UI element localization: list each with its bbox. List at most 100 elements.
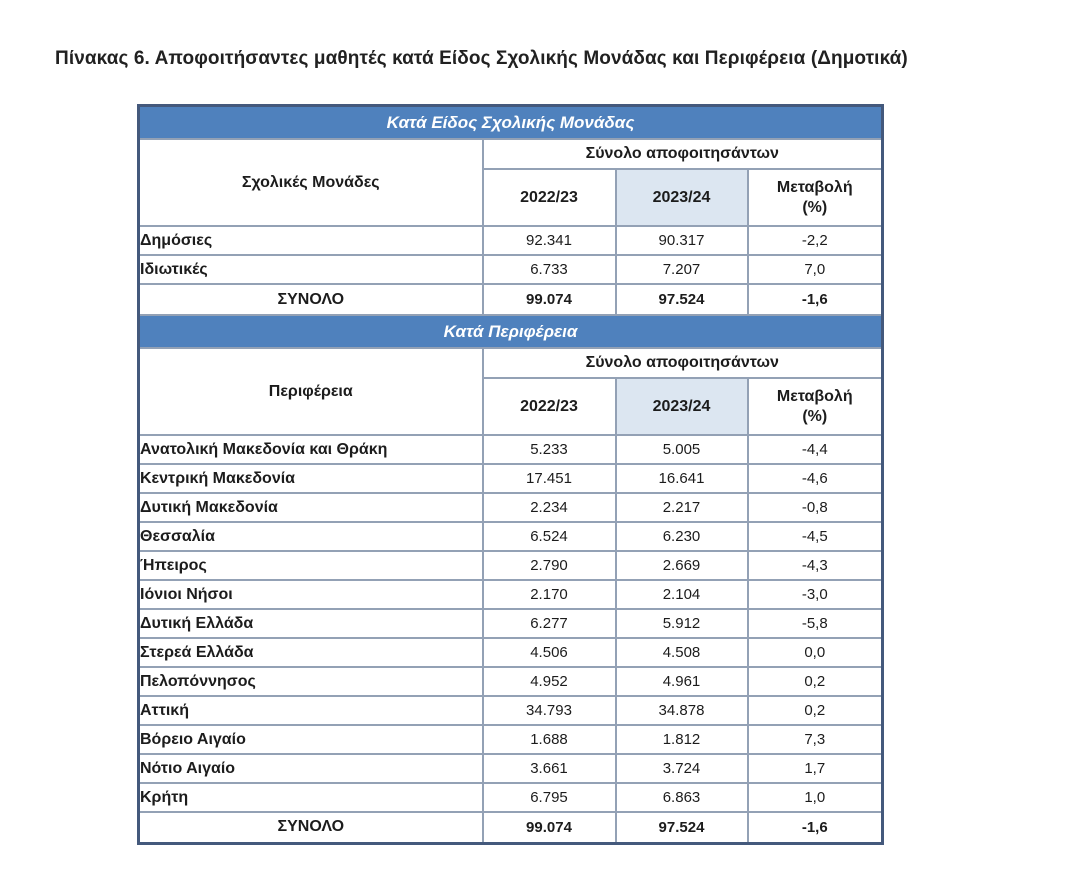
change-value: 7,0 (746, 254, 884, 285)
value-2022-23: 2.170 (481, 579, 617, 610)
section-a-year1-header: 2022/23 (481, 168, 617, 227)
table-row-region: Θεσσαλία 6.524 6.230 -4,5 (137, 521, 884, 552)
graduates-table-wrapper: Κατά Είδος Σχολικής Μονάδας Σχολικές Μον… (137, 104, 885, 845)
value-2022-23: 4.952 (481, 666, 617, 697)
section-a-group-header: Σύνολο αποφοιτησάντων (481, 138, 884, 170)
value-2022-23: 5.233 (481, 434, 617, 465)
change-value: 7,3 (746, 724, 884, 755)
change-header-line2: (%) (802, 407, 828, 425)
section-b-banner-row: Κατά Περιφέρεια (137, 314, 884, 349)
change-value: -4,6 (746, 463, 884, 494)
row-label: Αττική (137, 695, 484, 726)
table-row-region: Στερεά Ελλάδα 4.506 4.508 0,0 (137, 637, 884, 668)
row-label: Ιόνιοι Νήσοι (137, 579, 484, 610)
value-2022-23: 2.234 (481, 492, 617, 523)
section-a-group-header-row: Σχολικές Μονάδες Σύνολο αποφοιτησάντων (137, 138, 884, 227)
section-b-banner: Κατά Περιφέρεια (137, 314, 884, 349)
value-2023-24: 2.217 (614, 492, 749, 523)
table-row-region: Πελοπόννησος 4.952 4.961 0,2 (137, 666, 884, 697)
table-row-region: Δυτική Μακεδονία 2.234 2.217 -0,8 (137, 492, 884, 523)
table-row-region: Ιόνιοι Νήσοι 2.170 2.104 -3,0 (137, 579, 884, 610)
value-2022-23: 6.524 (481, 521, 617, 552)
value-2022-23: 92.341 (481, 225, 617, 256)
total-value-2023-24: 97.524 (614, 283, 749, 316)
value-2023-24: 6.230 (614, 521, 749, 552)
row-label: Δυτική Μακεδονία (137, 492, 484, 523)
table-title: Πίνακας 6. Αποφοιτήσαντες μαθητές κατά Ε… (55, 48, 908, 69)
value-2023-24: 5.912 (614, 608, 749, 639)
value-2022-23: 6.795 (481, 782, 617, 813)
table-row-region: Αττική 34.793 34.878 0,2 (137, 695, 884, 726)
value-2022-23: 6.277 (481, 608, 617, 639)
value-2022-23: 34.793 (481, 695, 617, 726)
value-2022-23: 6.733 (481, 254, 617, 285)
change-value: -4,4 (746, 434, 884, 465)
total-label: ΣΥΝΟΛΟ (137, 283, 484, 316)
row-label: Στερεά Ελλάδα (137, 637, 484, 668)
change-value: 1,0 (746, 782, 884, 813)
row-label: Κεντρική Μακεδονία (137, 463, 484, 494)
value-2023-24: 16.641 (614, 463, 749, 494)
change-value: 0,2 (746, 695, 884, 726)
section-b-year2-header: 2023/24 (614, 377, 749, 436)
row-label: Δυτική Ελλάδα (137, 608, 484, 639)
total-change-value: -1,6 (746, 811, 884, 844)
row-label: Ανατολική Μακεδονία και Θράκη (137, 434, 484, 465)
change-header-line2: (%) (802, 198, 828, 216)
table-row-region: Βόρειο Αιγαίο 1.688 1.812 7,3 (137, 724, 884, 755)
section-b-label-header: Περιφέρεια (137, 347, 484, 436)
section-a-banner: Κατά Είδος Σχολικής Μονάδας (137, 104, 884, 140)
value-2022-23: 1.688 (481, 724, 617, 755)
table-row-private: Ιδιωτικές 6.733 7.207 7,0 (137, 254, 884, 285)
table-row-region: Κεντρική Μακεδονία 17.451 16.641 -4,6 (137, 463, 884, 494)
value-2022-23: 2.790 (481, 550, 617, 581)
row-label: Νότιο Αιγαίο (137, 753, 484, 784)
value-2022-23: 17.451 (481, 463, 617, 494)
value-2023-24: 34.878 (614, 695, 749, 726)
value-2023-24: 7.207 (614, 254, 749, 285)
row-label: Πελοπόννησος (137, 666, 484, 697)
value-2023-24: 3.724 (614, 753, 749, 784)
change-value: 1,7 (746, 753, 884, 784)
graduates-table: Κατά Είδος Σχολικής Μονάδας Σχολικές Μον… (137, 104, 885, 845)
change-value: 0,2 (746, 666, 884, 697)
value-2023-24: 5.005 (614, 434, 749, 465)
change-value: -4,3 (746, 550, 884, 581)
change-header-line1: Μεταβολή (776, 179, 853, 197)
value-2023-24: 4.961 (614, 666, 749, 697)
section-b-year1-header: 2022/23 (481, 377, 617, 436)
section-b-change-header: Μεταβολή (%) (746, 377, 884, 436)
total-change-value: -1,6 (746, 283, 884, 316)
table-row-region: Ήπειρος 2.790 2.669 -4,3 (137, 550, 884, 581)
total-value-2023-24: 97.524 (614, 811, 749, 844)
section-b-group-header: Σύνολο αποφοιτησάντων (481, 347, 884, 379)
table-row-region: Ανατολική Μακεδονία και Θράκη 5.233 5.00… (137, 434, 884, 465)
row-label: Βόρειο Αιγαίο (137, 724, 484, 755)
value-2023-24: 1.812 (614, 724, 749, 755)
section-a-year2-header: 2023/24 (614, 168, 749, 227)
value-2023-24: 4.508 (614, 637, 749, 668)
table-row-public: Δημόσιες 92.341 90.317 -2,2 (137, 225, 884, 256)
section-a-total-row: ΣΥΝΟΛΟ 99.074 97.524 -1,6 (137, 283, 884, 316)
value-2023-24: 6.863 (614, 782, 749, 813)
table-row-region: Δυτική Ελλάδα 6.277 5.912 -5,8 (137, 608, 884, 639)
value-2023-24: 2.669 (614, 550, 749, 581)
section-b-group-header-row: Περιφέρεια Σύνολο αποφοιτησάντων (137, 347, 884, 436)
change-value: 0,0 (746, 637, 884, 668)
change-value: -2,2 (746, 225, 884, 256)
total-label: ΣΥΝΟΛΟ (137, 811, 484, 844)
change-header-line1: Μεταβολή (776, 388, 853, 406)
value-2022-23: 3.661 (481, 753, 617, 784)
section-a-change-header: Μεταβολή (%) (746, 168, 884, 227)
value-2022-23: 4.506 (481, 637, 617, 668)
total-value-2022-23: 99.074 (481, 811, 617, 844)
row-label: Δημόσιες (137, 225, 484, 256)
section-a-label-header: Σχολικές Μονάδες (137, 138, 484, 227)
change-value: -3,0 (746, 579, 884, 610)
row-label: Κρήτη (137, 782, 484, 813)
row-label: Θεσσαλία (137, 521, 484, 552)
value-2023-24: 90.317 (614, 225, 749, 256)
change-value: -4,5 (746, 521, 884, 552)
section-b-total-row: ΣΥΝΟΛΟ 99.074 97.524 -1,6 (137, 811, 884, 844)
